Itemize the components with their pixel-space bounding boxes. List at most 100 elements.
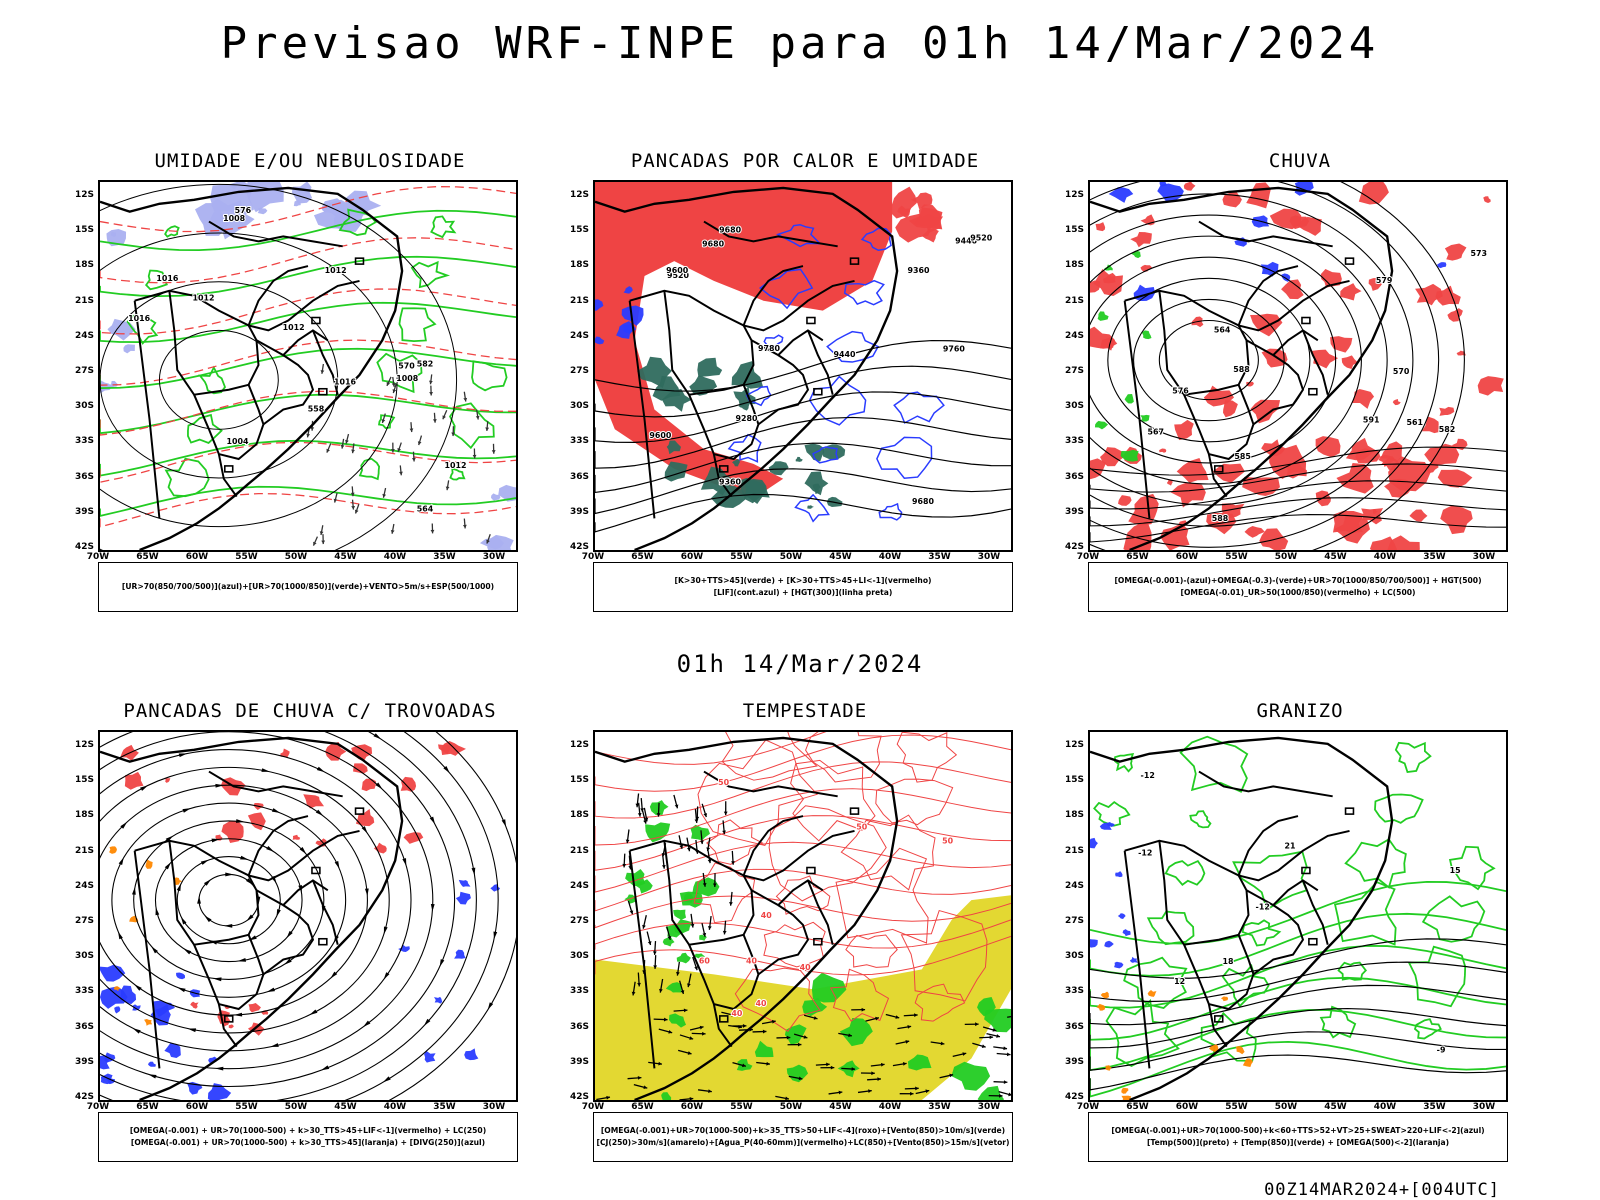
- shaded-area: [438, 744, 451, 755]
- shaded-area: [1122, 929, 1131, 937]
- shaded-area: [690, 824, 710, 841]
- shaded-area: [1437, 262, 1447, 269]
- contour-line: [1090, 256, 1337, 464]
- shaded-area: [144, 1018, 153, 1026]
- shaded-area: [744, 478, 770, 504]
- contour-label: 570: [398, 361, 415, 370]
- shaded-area: [731, 361, 764, 389]
- country-border: [168, 290, 260, 396]
- shaded-area: [1167, 479, 1173, 486]
- lat-tick-label: 30S: [1064, 401, 1084, 412]
- streamline-arrow: [155, 907, 160, 916]
- lake-outline: [1308, 937, 1318, 946]
- lat-tick-label: 24S: [1064, 330, 1084, 341]
- wind-vector-head: [629, 910, 634, 915]
- lat-tick-label: 15S: [74, 225, 94, 236]
- legend-line-1: [OMEGA(-0.001)-(azul)+OMEGA(-0.3)-(verde…: [1114, 576, 1482, 585]
- shaded-area: [812, 483, 821, 491]
- contour-line: [1090, 214, 1388, 506]
- country-border: [133, 300, 161, 519]
- contour-line: [100, 301, 516, 344]
- wind-vector-head: [647, 941, 652, 945]
- shaded-area: [1341, 355, 1359, 369]
- lif-contour: [794, 493, 830, 523]
- streamline-arrow: [187, 1028, 197, 1033]
- country-border: [751, 879, 824, 907]
- shaded-area: [164, 1043, 181, 1059]
- lake-outline: [311, 866, 321, 875]
- country-border: [1183, 384, 1255, 461]
- wind-vector-head: [826, 1062, 830, 1067]
- lon-tick-label: 30W: [1472, 1102, 1496, 1112]
- wind-vector-head: [723, 811, 728, 816]
- shaded-area: [1147, 989, 1157, 997]
- wind-vector-head: [838, 1090, 843, 1095]
- streamline-arrow: [382, 1076, 391, 1083]
- streamline-arrow: [147, 1074, 157, 1079]
- contour-label: 40: [761, 911, 773, 920]
- contour-label: 1008: [396, 374, 419, 383]
- legend-line-1: [K>30+TTS>45](verde) + [K>30+TTS>45+LI<-…: [674, 576, 932, 585]
- lat-tick-label: 42S: [569, 1092, 589, 1102]
- wind-vector-head: [762, 1029, 767, 1034]
- lat-tick-label: 21S: [74, 845, 94, 856]
- coastline: [1090, 186, 1394, 550]
- streamline-arrow: [223, 923, 233, 928]
- lat-tick-label: 21S: [74, 295, 94, 306]
- coastline: [100, 186, 404, 550]
- contour-label: 9520: [970, 233, 993, 242]
- wind-vector-head: [351, 449, 355, 454]
- streamline-arrow: [177, 987, 186, 993]
- shaded-area: [498, 484, 516, 502]
- shaded-area: [811, 972, 847, 1003]
- wind-vector-head: [694, 966, 698, 971]
- wind-vector-head: [622, 863, 627, 868]
- legend-line-2: [LIF](cont.azul) + [HGT(300)](linha pret…: [713, 588, 893, 597]
- wind-vector-head: [399, 471, 403, 476]
- streamline-arrow: [334, 861, 340, 869]
- lake-outline: [224, 1015, 234, 1023]
- contour-line: [595, 919, 1011, 950]
- lon-tick-label: 35W: [928, 552, 951, 562]
- lon-tick-label: 40W: [1373, 552, 1397, 562]
- wind-vector-head: [1003, 1046, 1008, 1051]
- humidity-contour: [398, 307, 437, 343]
- lat-tick-label: 33S: [1064, 436, 1084, 447]
- map-frame: 1012 1016 1012 1008 1004 1012 1016 1016 1012 1008…: [98, 180, 518, 552]
- country-border: [1198, 770, 1333, 798]
- contour-label: 21: [1285, 841, 1296, 850]
- contour-line: [1090, 235, 1362, 485]
- streamline-arrow: [493, 931, 498, 940]
- lake-outline: [806, 316, 816, 325]
- lat-tick-label: 39S: [569, 506, 589, 517]
- wind-vector-head: [1003, 1080, 1008, 1085]
- humidity-contour: [198, 365, 227, 395]
- lat-tick-label: 15S: [74, 775, 94, 786]
- country-border: [256, 879, 329, 907]
- lake-outline: [224, 465, 234, 473]
- lon-tick-label: 70W: [581, 552, 605, 562]
- lon-tick-label: 60W: [680, 552, 704, 562]
- shaded-area: [1121, 1095, 1132, 1100]
- shaded-area: [736, 1059, 753, 1071]
- wind-vector-head: [848, 1033, 852, 1038]
- wind-vector-head: [340, 444, 345, 449]
- shaded-area: [1117, 913, 1126, 919]
- shaded-area: [403, 832, 424, 844]
- country-border: [807, 880, 834, 945]
- contour-line: [896, 732, 958, 783]
- wind-vector-head: [686, 847, 691, 852]
- lif-contour: [763, 334, 784, 348]
- shaded-area: [1294, 182, 1314, 196]
- lat-tick-label: 33S: [1064, 986, 1084, 997]
- contour-line: [1090, 182, 1440, 548]
- shaded-area: [668, 1013, 687, 1028]
- contour-label: 579: [1376, 276, 1393, 285]
- lat-tick-label: 12S: [569, 190, 589, 200]
- shaded-area: [1131, 250, 1141, 259]
- country-border: [1246, 329, 1319, 357]
- shaded-area: [1090, 939, 1098, 948]
- shaded-area: [100, 1055, 110, 1070]
- lat-tick-label: 36S: [74, 1021, 94, 1032]
- run-footer: 00Z14MAR2024+[004UTC]: [1264, 1180, 1500, 1200]
